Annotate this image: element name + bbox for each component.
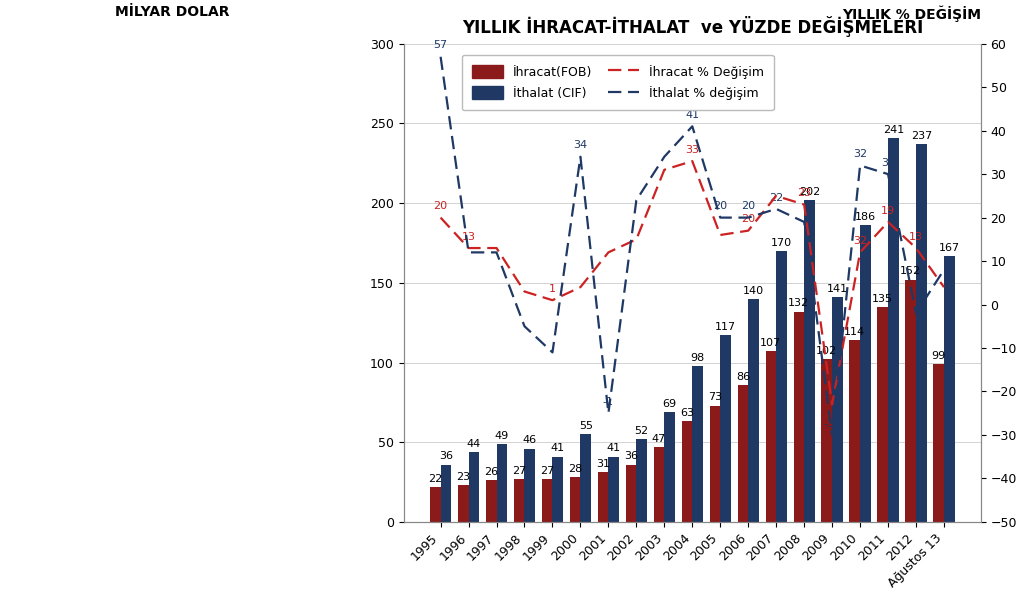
Bar <box>888 138 899 522</box>
Text: 152: 152 <box>900 266 922 276</box>
Bar <box>514 479 524 522</box>
Bar <box>469 452 479 522</box>
Bar <box>636 439 647 522</box>
Bar <box>737 385 749 522</box>
Bar <box>944 256 954 522</box>
Text: 34: 34 <box>573 140 588 150</box>
Bar <box>720 336 731 522</box>
Bar <box>749 298 759 522</box>
Text: 41: 41 <box>685 110 699 120</box>
Text: 41: 41 <box>606 444 621 453</box>
Text: 99: 99 <box>932 351 946 361</box>
Text: 141: 141 <box>826 284 848 294</box>
Text: 46: 46 <box>522 435 537 445</box>
Text: 20: 20 <box>713 201 727 211</box>
Text: 202: 202 <box>799 187 820 197</box>
Bar <box>682 421 692 522</box>
Bar <box>626 464 636 522</box>
Bar <box>833 297 843 522</box>
Text: 44: 44 <box>467 439 481 448</box>
Text: 73: 73 <box>708 392 722 402</box>
Text: 132: 132 <box>788 298 809 308</box>
Text: 22: 22 <box>428 473 442 484</box>
Text: 28: 28 <box>568 464 583 474</box>
Bar <box>710 405 720 522</box>
Text: 20: 20 <box>433 201 447 211</box>
Bar <box>598 472 608 522</box>
Text: 41: 41 <box>551 444 565 453</box>
Text: 186: 186 <box>855 213 876 222</box>
Bar <box>821 359 833 522</box>
Text: 27: 27 <box>512 466 526 476</box>
Text: 140: 140 <box>743 285 764 296</box>
Bar <box>542 479 553 522</box>
Text: 69: 69 <box>663 399 677 409</box>
Bar <box>608 457 620 522</box>
Bar <box>524 448 536 522</box>
Text: 32: 32 <box>853 236 867 246</box>
Text: 57: 57 <box>433 41 447 50</box>
Bar <box>933 364 944 522</box>
Text: 55: 55 <box>579 421 593 431</box>
Bar <box>486 481 497 522</box>
Bar <box>497 444 507 522</box>
Bar <box>916 144 927 522</box>
Text: 31: 31 <box>596 459 610 469</box>
Text: 32: 32 <box>853 149 867 159</box>
Text: 36: 36 <box>624 451 638 461</box>
Text: 19: 19 <box>881 205 895 216</box>
Bar <box>878 307 888 522</box>
Text: 20: 20 <box>741 214 756 224</box>
Text: 86: 86 <box>736 372 750 381</box>
Text: MİLYAR DOLAR: MİLYAR DOLAR <box>116 5 229 20</box>
Text: 98: 98 <box>690 352 705 362</box>
Text: 23: 23 <box>797 188 811 198</box>
Text: YILLIK % DEĞİŞİM: YILLIK % DEĞİŞİM <box>842 5 981 22</box>
Bar <box>905 279 916 522</box>
Text: 237: 237 <box>910 131 932 141</box>
Text: 23: 23 <box>456 472 470 482</box>
Text: 33: 33 <box>685 144 699 155</box>
Legend: İhracat(FOB), İthalat (CIF), İhracat % Değişim, İthalat % değişim: İhracat(FOB), İthalat (CIF), İhracat % D… <box>462 55 774 110</box>
Bar <box>860 226 870 522</box>
Bar <box>766 352 776 522</box>
Bar <box>692 366 702 522</box>
Bar <box>776 251 786 522</box>
Text: 135: 135 <box>872 294 893 303</box>
Text: 49: 49 <box>495 430 509 441</box>
Text: 27: 27 <box>540 466 554 476</box>
Text: 107: 107 <box>760 338 781 348</box>
Bar <box>850 340 860 522</box>
Text: 52: 52 <box>635 426 649 436</box>
Text: 26: 26 <box>484 467 499 477</box>
Bar <box>430 487 440 522</box>
Text: 117: 117 <box>715 322 736 332</box>
Bar <box>569 477 581 522</box>
Text: 1: 1 <box>549 284 556 294</box>
Text: 13: 13 <box>462 232 475 242</box>
Text: 167: 167 <box>939 242 959 253</box>
Bar <box>581 434 591 522</box>
Text: 13: 13 <box>909 232 923 242</box>
Text: -1: -1 <box>603 397 614 407</box>
Text: 47: 47 <box>652 434 667 444</box>
Bar <box>458 485 469 522</box>
Text: 170: 170 <box>771 238 792 248</box>
Bar <box>804 200 815 522</box>
Text: 102: 102 <box>816 346 838 356</box>
Bar <box>794 312 804 522</box>
Text: 30: 30 <box>881 158 895 168</box>
Bar <box>665 412 675 522</box>
Text: -30: -30 <box>823 418 841 429</box>
Text: 22: 22 <box>769 193 783 202</box>
Text: 114: 114 <box>844 327 865 337</box>
Bar <box>440 464 452 522</box>
Bar <box>553 457 563 522</box>
Bar <box>653 447 665 522</box>
Text: 63: 63 <box>680 408 694 418</box>
Title: YILLIK İHRACAT-İTHALAT  ve YÜZDE DEĞİŞMELERİ: YILLIK İHRACAT-İTHALAT ve YÜZDE DEĞİŞMEL… <box>462 16 923 36</box>
Text: 20: 20 <box>741 201 756 211</box>
Text: 241: 241 <box>883 125 904 134</box>
Text: 36: 36 <box>439 451 453 461</box>
